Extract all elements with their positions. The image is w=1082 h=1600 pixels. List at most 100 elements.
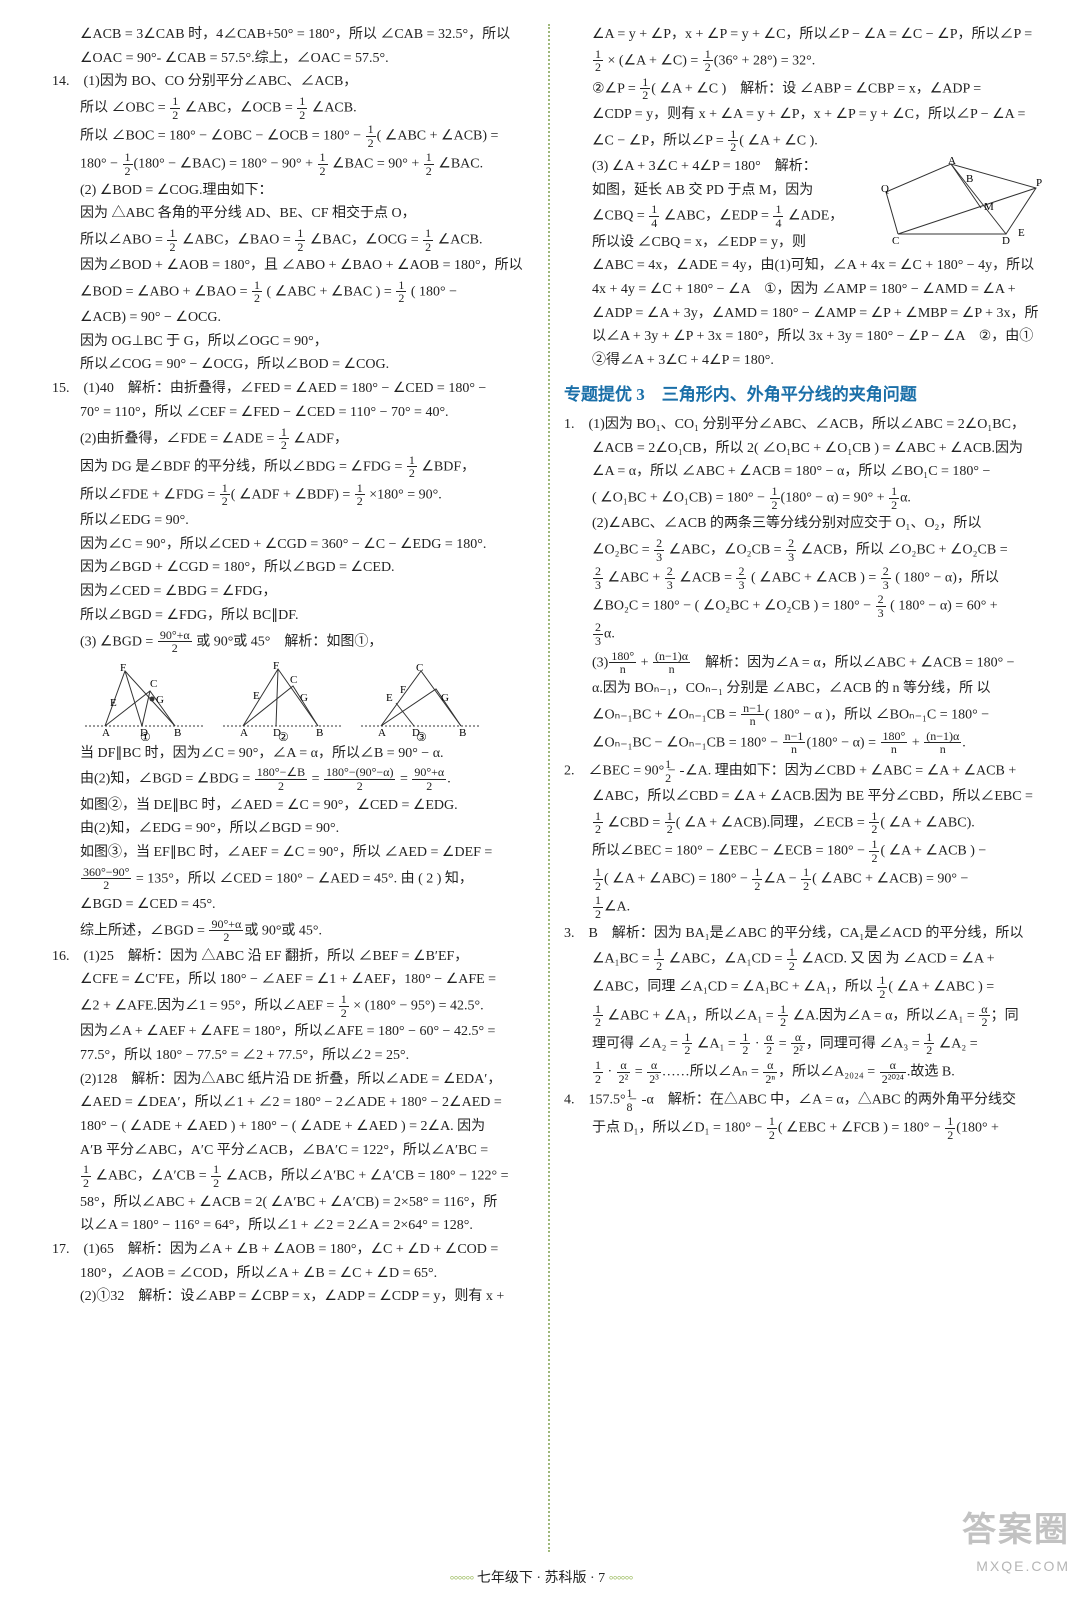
footer-text: 七年级下 · 苏科版 · 7	[477, 1571, 605, 1586]
svg-text:C: C	[416, 662, 423, 674]
problem-1: 1. (1)因为 BO₁、CO₁ 分别平分∠ABC、∠ACB，所以∠ABC = …	[564, 414, 1046, 436]
body-text: ∠A₁BC = 12 ∠ABC，∠A₁CD = 12 ∠ACD. 又 因 为 ∠…	[564, 946, 1046, 972]
body-text: 12 × (∠A + ∠C) = 12(36° + 28°) = 32°.	[564, 48, 1046, 74]
body-text: 于点 D₁，所以∠D₁ = 180° − 12( ∠EBC + ∠FCB ) =…	[564, 1115, 1046, 1141]
body-text: 以∠A + 3y + ∠P + 3x = 180°，所以 3x + 3y = 1…	[564, 326, 1046, 348]
body-text: (2)128 解析：因为△ABC 纸片沿 DE 折叠，所以∠ADE = ∠EDA…	[52, 1069, 534, 1091]
body-text: 当 DF∥BC 时，因为∠C = 90°，∠A = α，所以∠B = 90° −…	[52, 743, 534, 765]
body-text: 所以∠EDG = 90°.	[52, 510, 534, 532]
body-text: 所以 ∠OBC = 12 ∠ABC，∠OCB = 12 ∠ACB.	[52, 95, 534, 121]
body-text: 4x + 4y = ∠C + 180° − ∠A ①，因为 ∠AMP = 180…	[564, 279, 1046, 301]
body-text: 以∠A = 180° − 116° = 64°，所以∠1 + ∠2 = 2∠A …	[52, 1215, 534, 1237]
problem-16: 16. (1)25 解析：因为 △ABC 沿 EF 翻折，所以 ∠BEF = ∠…	[52, 946, 534, 968]
svg-text:G: G	[300, 692, 308, 704]
body-text: 因为∠BOD + ∠AOB = 180°，且 ∠ABO + ∠BAO + ∠AO…	[52, 255, 534, 277]
body-text: ∠2 + ∠AFE.因为∠1 = 95°，所以∠AEF = 12 × (180°…	[52, 993, 534, 1019]
body-text: 12( ∠A + ∠ABC) = 180° − 12∠A − 12( ∠ABC …	[564, 866, 1046, 892]
svg-text:G: G	[441, 692, 449, 704]
body-text: 因为 DG 是∠BDF 的平分线，所以∠BDG = ∠FDG = 12 ∠BDF…	[52, 454, 534, 480]
body-text: ②得∠A + 3∠C + 4∠P = 180°.	[564, 350, 1046, 372]
body-text: 因为∠BGD + ∠CGD = 180°，所以∠BGD = ∠CED.	[52, 557, 534, 579]
body-text: 23α.	[564, 621, 1046, 647]
body-text: ∠AED = ∠DEA′，所以∠1 + ∠2 = 180° − 2∠ADE + …	[52, 1092, 534, 1114]
triangle-diagram-3: ADB CE FG ③	[356, 661, 486, 741]
body-text: 12 ∠ABC + ∠A₁，所以∠A₁ = 12 ∠A.因为∠A = α，所以∠…	[564, 1003, 1046, 1029]
footer-deco-left: ◦◦◦◦◦◦	[450, 1571, 474, 1586]
svg-text:A: A	[948, 156, 956, 167]
body-text: A′B 平分∠ABC，A′C 平分∠ACB，∠BA′C = 122°，所以∠A′…	[52, 1140, 534, 1162]
body-text: 180° − 12(180° − ∠BAC) = 180° − 90° + 12…	[52, 151, 534, 177]
svg-text:③: ③	[416, 730, 427, 741]
left-column: ∠ACB = 3∠CAB 时，4∠CAB+50° = 180°，所以 ∠CAB …	[48, 24, 538, 1552]
svg-text:F: F	[120, 662, 126, 674]
body-text: ∠CDP = y，则有 x + ∠A = y + ∠P，x + ∠P = y +…	[564, 104, 1046, 126]
problem-17: 17. (1)65 解析：因为∠A + ∠B + ∠AOB = 180°，∠C …	[52, 1239, 534, 1261]
body-text: 如图②，当 DE∥BC 时，∠AED = ∠C = 90°，∠CED = ∠ED…	[52, 795, 534, 817]
body-text: 所以∠BEC = 180° − ∠EBC − ∠ECB = 180° − 12(…	[564, 838, 1046, 864]
svg-text:A: A	[378, 727, 386, 739]
body-text: ②∠P = 12( ∠A + ∠C ) 解析：设 ∠ABP = ∠CBP = x…	[564, 76, 1046, 102]
body-text: ( ∠O₁BC + ∠O₁CB) = 180° − 12(180° − α) =…	[564, 485, 1046, 511]
body-text: ∠ACB) = 90° − ∠OCG.	[52, 307, 534, 329]
body-text: ∠A = y + ∠P，x + ∠P = y + ∠C，所以∠P − ∠A = …	[564, 24, 1046, 46]
body-text: 360°−90°2 = 135°，所以 ∠CED = 180° − ∠AED =…	[52, 866, 534, 892]
body-text: 12 ∠CBD = 12( ∠A + ∠ACB).同理，∠ECB = 12( ∠…	[564, 810, 1046, 836]
triangle-diagram-1: ADB FC EG ①	[80, 661, 210, 741]
footer-deco-right: ◦◦◦◦◦◦	[609, 1571, 633, 1586]
body-text: ∠Oₙ₋₁BC + ∠Oₙ₋₁CB = n−1n( 180° − α )，所以 …	[564, 702, 1046, 728]
body-text: α.因为 BOₙ₋₁，COₙ₋₁ 分别是 ∠ABC，∠ACB 的 n 等分线，所…	[564, 678, 1046, 700]
body-text: 70° = 110°，所以 ∠CEF = ∠FED − ∠CED = 110° …	[52, 402, 534, 424]
body-text: ∠C − ∠P，所以∠P = 12( ∠A + ∠C ).	[564, 128, 1046, 154]
svg-text:E: E	[386, 692, 393, 704]
body-text: 如图③，当 EF∥BC 时，∠AEF = ∠C = 90°，所以 ∠AED = …	[52, 842, 534, 864]
body-text: 所以∠FDE + ∠FDG = 12( ∠ADF + ∠BDF) = 12 ×1…	[52, 482, 534, 508]
body-text: 180° − ( ∠ADE + ∠AED ) + 180° − ( ∠ADE +…	[52, 1116, 534, 1138]
body-text: (2) ∠BOD = ∠COG.理由如下：	[52, 180, 534, 202]
svg-text:A: A	[102, 727, 110, 739]
body-text: 由(2)知，∠EDG = 90°，所以∠BGD = 90°.	[52, 818, 534, 840]
problem-15: 15. (1)40 解析：由折叠得，∠FED = ∠AED = 180° − ∠…	[52, 378, 534, 400]
body-text: ∠Oₙ₋₁BC − ∠Oₙ₋₁CB = 180° − n−1n(180° − α…	[564, 730, 1046, 756]
body-text: 58°，所以∠ABC + ∠ACB = 2( ∠A′BC + ∠A′CB) = …	[52, 1192, 534, 1214]
problem-2: 2. ∠BEC = 90° − 12∠A. 理由如下：因为∠CBD + ∠ABC…	[564, 758, 1046, 784]
body-text: 因为 OG⊥BC 于 G，所以∠OGC = 90°，	[52, 331, 534, 353]
body-text: ∠ABC，同理 ∠A₁CD = ∠A₁BC + ∠A₁，所以 12( ∠A + …	[564, 974, 1046, 1000]
body-text: 综上所述，∠BGD = 90°+α2或 90°或 45°.	[52, 918, 534, 944]
quadrilateral-diagram: A B P Q C D E M	[876, 156, 1046, 251]
svg-text:Q: Q	[881, 183, 889, 195]
svg-text:C: C	[290, 674, 297, 686]
svg-text:A: A	[240, 727, 248, 739]
body-text: ∠ACB = 2∠O₁CB，所以 2( ∠O₁BC + ∠O₁CB ) = ∠A…	[564, 438, 1046, 460]
svg-text:B: B	[174, 727, 181, 739]
body-text: (3) ∠BGD = 90°+α2 或 90°或 45° 解析：如图①，	[52, 629, 534, 655]
body-text: 180°，∠AOB = ∠COD，所以∠A + ∠B = ∠C + ∠D = 6…	[52, 1263, 534, 1285]
svg-text:E: E	[1018, 227, 1025, 239]
triangle-diagram-2: ADB CE FG ②	[218, 661, 348, 741]
svg-text:C: C	[892, 235, 899, 247]
body-text: 因为∠C = 90°，所以∠CED + ∠CGD = 360° − ∠C − ∠…	[52, 534, 534, 556]
body-text: 由(2)知，∠BGD = ∠BDG = 180°−∠B2 = 180°−(90°…	[52, 766, 534, 792]
body-text: 所以∠COG = 90° − ∠OCG，所以∠BOD = ∠COG.	[52, 354, 534, 376]
problem-4: 4. 157.5° − 18α 解析：在△ABC 中，∠A = α，△ABC 的…	[564, 1087, 1046, 1113]
problem-3: 3. B 解析：因为 BA₁是∠ABC 的平分线，CA₁是∠ACD 的平分线，所…	[564, 923, 1046, 945]
body-text: 因为∠A + ∠AEF + ∠AFE = 180°，所以∠AFE = 180° …	[52, 1021, 534, 1043]
body-text: (2)∠ABC、∠ACB 的两条三等分线分别对应交于 O₁、O₂，所以	[564, 513, 1046, 535]
svg-text:P: P	[1036, 177, 1042, 189]
body-text: ∠OAC = 90°- ∠CAB = 57.5°.综上，∠OAC = 57.5°…	[52, 48, 534, 70]
body-text: 理可得 ∠A₂ = 12 ∠A₁ = 12 · α2 = α2²，同理可得 ∠A…	[564, 1031, 1046, 1057]
body-text: ∠ADP = ∠A + 3y，∠AMD = 180° − ∠AMP = ∠P +…	[564, 303, 1046, 325]
body-text: 因为∠CED = ∠BDG = ∠FDG，	[52, 581, 534, 603]
body-text: ∠O₂BC = 23 ∠ABC，∠O₂CB = 23 ∠ACB，所以 ∠O₂BC…	[564, 537, 1046, 563]
body-text: 12∠A.	[564, 894, 1046, 920]
figure-15-triangles: ADB FC EG ① ADB CE FG ②	[52, 657, 534, 743]
page-footer: ◦◦◦◦◦◦ 七年级下 · 苏科版 · 7 ◦◦◦◦◦◦	[0, 1568, 1082, 1590]
svg-text:①: ①	[140, 730, 151, 741]
body-text: ∠A = α，所以 ∠ABC + ∠ACB = 180° − α，所以 ∠BO₁…	[564, 461, 1046, 483]
right-column: ∠A = y + ∠P，x + ∠P = y + ∠C，所以∠P − ∠A = …	[560, 24, 1050, 1552]
svg-text:②: ②	[278, 730, 289, 741]
body-text: 77.5°，所以 180° − 77.5° = ∠2 + 77.5°，所以∠2 …	[52, 1045, 534, 1067]
svg-text:D: D	[1002, 235, 1010, 247]
svg-text:F: F	[273, 661, 279, 672]
problem-14: 14. (1)因为 BO、CO 分别平分∠ABC、∠ACB，	[52, 71, 534, 93]
section-heading: 专题提优 3 三角形内、外角平分线的夹角问题	[564, 382, 1046, 408]
